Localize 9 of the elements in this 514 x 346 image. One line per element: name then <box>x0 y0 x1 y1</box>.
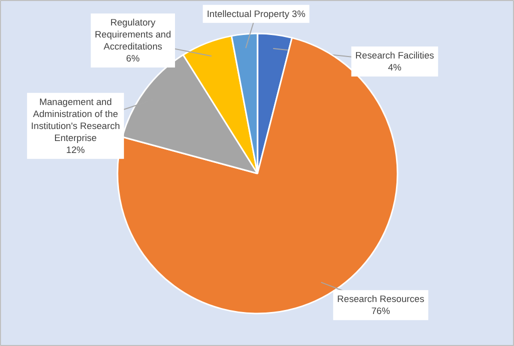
data-label: 4% <box>388 62 402 72</box>
data-label: 76% <box>371 306 390 316</box>
slice-label: Intellectual Property 3% <box>206 8 306 19</box>
slice-label: Research Facilities <box>355 50 434 60</box>
data-label: 12% <box>66 144 85 155</box>
slice-label: Regulatory Requirements and Accreditations <box>94 18 172 52</box>
slice-label: Management and Administration of the Institution's Research Enterprise <box>31 96 120 143</box>
slice-label: Research Resources <box>337 294 425 304</box>
data-label: 6% <box>126 54 140 64</box>
